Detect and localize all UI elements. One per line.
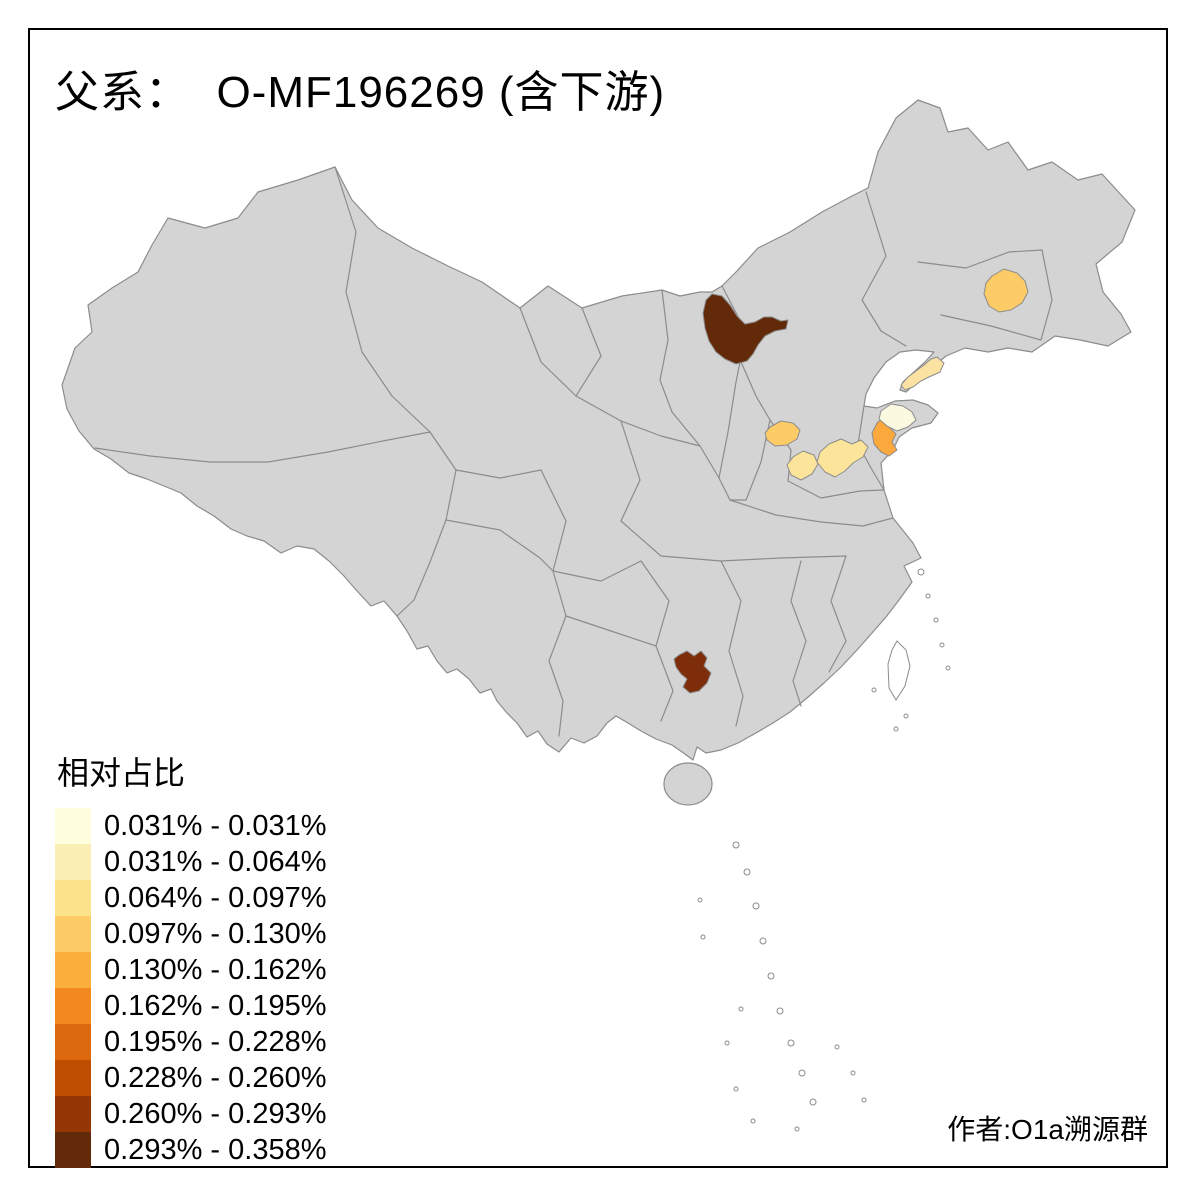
highlighted-regions: [673, 268, 1029, 694]
small-island: [939, 642, 945, 648]
small-island: [945, 665, 951, 671]
legend-swatch: [55, 880, 91, 916]
legend-row: 0.031% - 0.031%: [55, 808, 326, 844]
small-island: [776, 1007, 784, 1015]
legend-row: 0.064% - 0.097%: [55, 880, 326, 916]
region-shandong-central: [816, 438, 869, 478]
legend-swatch: [55, 1132, 91, 1168]
legend-label: 0.260% - 0.293%: [104, 1098, 327, 1130]
province-boundary: [620, 420, 641, 522]
province-boundary: [455, 469, 542, 479]
legend-label: 0.195% - 0.228%: [104, 1026, 327, 1058]
small-island: [893, 726, 899, 732]
small-island: [733, 1086, 739, 1092]
small-island: [700, 934, 706, 940]
province-boundary: [729, 499, 894, 527]
small-island: [809, 1098, 817, 1106]
small-island: [794, 1126, 800, 1132]
province-boundary: [552, 560, 642, 582]
province-boundary: [861, 191, 907, 347]
region-liaodong-dalian: [900, 356, 945, 391]
legend-row: 0.228% - 0.260%: [55, 1060, 326, 1096]
legend-label: 0.130% - 0.162%: [104, 954, 327, 986]
region-shandong-southwest: [786, 450, 819, 481]
legend-row: 0.260% - 0.293%: [55, 1096, 326, 1132]
region-inner-mongolia-west: [702, 293, 789, 365]
legend-label: 0.064% - 0.097%: [104, 882, 327, 914]
small-island: [750, 1118, 756, 1124]
province-boundary: [445, 519, 554, 572]
province-boundary: [620, 520, 847, 562]
small-island: [697, 897, 703, 903]
legend-swatch: [55, 1024, 91, 1060]
small-island: [732, 841, 740, 849]
province-boundary: [940, 314, 1042, 341]
province-boundary: [334, 166, 431, 433]
legend-swatch: [55, 844, 91, 880]
legend-title: 相对占比: [57, 755, 186, 791]
province-boundary: [917, 249, 1053, 341]
small-island: [933, 617, 939, 623]
province-boundary: [790, 560, 807, 707]
small-island: [798, 1069, 806, 1077]
province-boundary: [857, 405, 885, 491]
map-title: 父系： O-MF196269 (含下游): [55, 68, 666, 117]
small-island: [850, 1070, 856, 1076]
legend-label: 0.031% - 0.031%: [104, 810, 327, 842]
small-island: [724, 1040, 730, 1046]
province-boundary: [828, 555, 847, 673]
legend-label: 0.293% - 0.358%: [104, 1134, 327, 1166]
small-island: [871, 687, 877, 693]
legend-swatch: [55, 952, 91, 988]
legend: 相对占比 0.031% - 0.031% 0.031% - 0.064% 0.0…: [55, 748, 326, 1168]
legend-swatch: [55, 1096, 91, 1132]
legend-row: 0.162% - 0.195%: [55, 988, 326, 1024]
legend-row: 0.195% - 0.228%: [55, 1024, 326, 1060]
province-boundary: [718, 331, 747, 501]
region-shandong-peninsula-pale: [878, 403, 917, 432]
legend-swatch: [55, 916, 91, 952]
legend-swatch: [55, 1060, 91, 1096]
small-island: [861, 1097, 867, 1103]
legend-row: 0.031% - 0.064%: [55, 844, 326, 880]
legend-row: 0.293% - 0.358%: [55, 1132, 326, 1168]
province-boundary: [720, 560, 744, 727]
region-hebei-central: [764, 420, 801, 447]
hainan-island: [663, 762, 713, 806]
taiwan-island: [887, 640, 911, 701]
legend-label: 0.228% - 0.260%: [104, 1062, 327, 1094]
legend-row: 0.130% - 0.162%: [55, 952, 326, 988]
province-boundary: [575, 307, 602, 397]
province-boundary: [729, 419, 771, 501]
author-credit: 作者:O1a溯源群: [947, 1114, 1148, 1145]
small-island: [925, 593, 931, 599]
small-island: [752, 902, 760, 910]
plot-frame: [28, 28, 1168, 1168]
legend-label: 0.162% - 0.195%: [104, 990, 327, 1022]
small-islands: [697, 568, 951, 1132]
small-island: [759, 937, 767, 945]
legend-swatch: [55, 808, 91, 844]
legend-swatch: [55, 988, 91, 1024]
legend-row: 0.097% - 0.130%: [55, 916, 326, 952]
province-boundary: [94, 431, 431, 463]
small-island: [917, 568, 925, 576]
small-island: [787, 1039, 795, 1047]
legend-label: 0.097% - 0.130%: [104, 918, 327, 950]
small-island: [903, 713, 909, 719]
province-boundary: [396, 431, 457, 617]
province-boundary: [519, 307, 701, 447]
small-island: [738, 1006, 744, 1012]
small-island: [834, 1044, 840, 1050]
small-island: [743, 868, 751, 876]
region-harbin: [983, 268, 1029, 313]
province-boundary: [699, 445, 720, 479]
province-boundary: [659, 289, 701, 447]
region-guizhou-central: [673, 650, 712, 694]
legend-label: 0.031% - 0.064%: [104, 846, 327, 878]
province-boundary: [565, 615, 657, 647]
china-mainland: [61, 99, 1136, 761]
small-island: [767, 972, 775, 980]
